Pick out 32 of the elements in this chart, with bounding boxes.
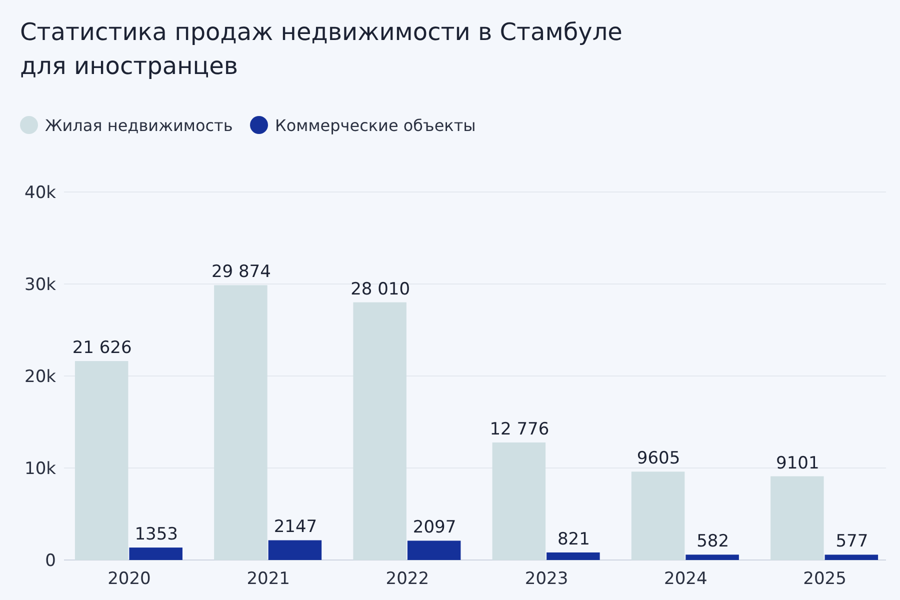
data-label: 1353 [134,524,178,545]
data-label: 21 626 [72,338,132,358]
bar [407,540,461,560]
y-tick-label: 0 [45,551,56,571]
y-tick-label: 10k [24,459,56,479]
y-tick-label: 30k [24,275,56,295]
x-tick-label: 2023 [524,569,568,589]
data-label: 577 [836,532,868,552]
data-label: 28 010 [350,279,410,300]
x-tick-label: 2020 [108,569,151,589]
legend-label: Жилая недвижимость [45,116,233,135]
bar [824,554,878,560]
data-label: 12 776 [490,419,550,440]
x-tick-label: 2022 [386,569,430,589]
data-label: 821 [557,529,590,550]
y-tick-label: 20k [24,367,56,387]
data-label: 29 874 [211,262,271,282]
legend-label: Коммерческие объекты [275,116,476,135]
y-tick-label: 40k [24,183,56,203]
data-label: 2147 [274,517,318,538]
data-label: 9101 [776,453,820,474]
data-label: 9605 [636,448,680,469]
bar [129,548,182,560]
chart-title: Статистика продаж недвижимости в Стамбуле для иностранцев [20,18,622,80]
x-tick-label: 2025 [803,569,846,589]
data-label: 2097 [412,518,456,538]
bar [268,540,322,560]
bar [686,554,739,560]
data-label: 582 [696,532,730,552]
x-tick-label: 2024 [664,569,708,589]
x-tick-label: 2021 [246,569,290,589]
bar [546,552,600,560]
